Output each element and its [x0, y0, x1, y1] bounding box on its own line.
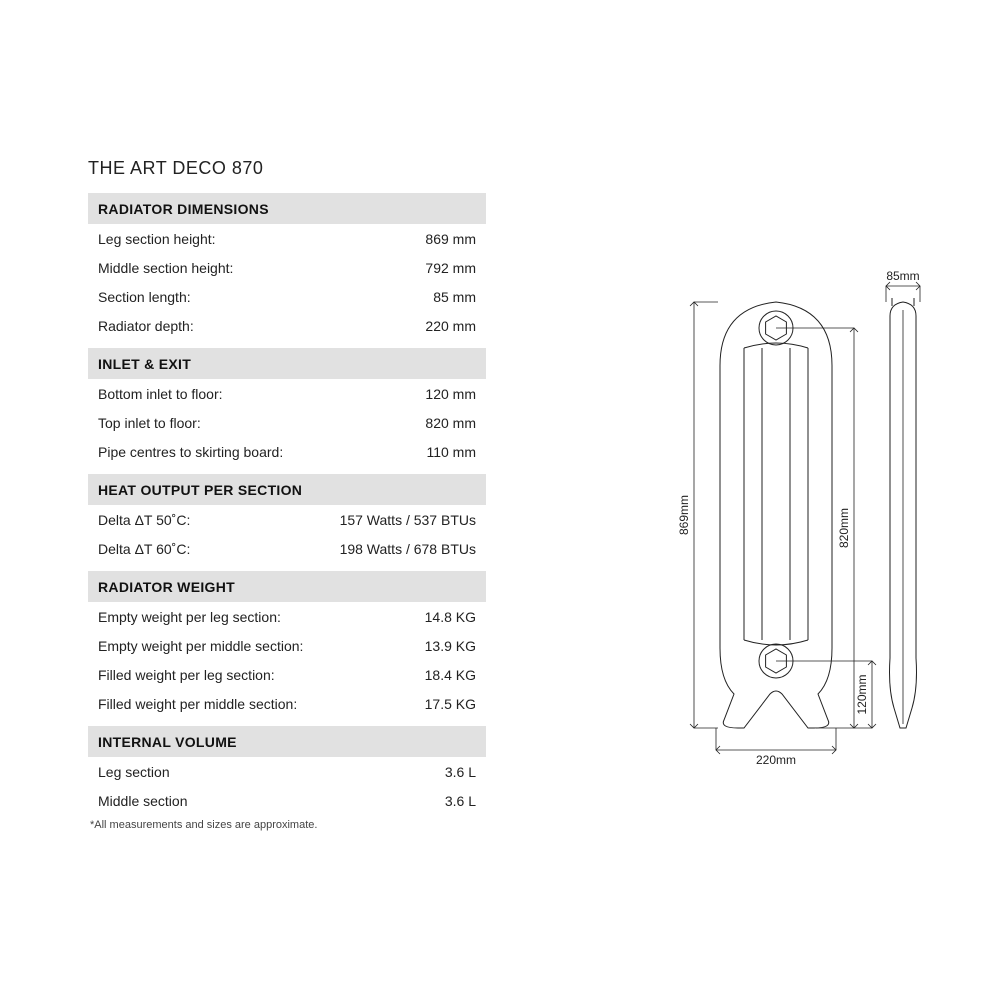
spec-row: Empty weight per leg section:14.8 KG — [88, 602, 486, 631]
spec-value: 3.6 L — [445, 793, 476, 809]
spec-value: 220 mm — [425, 318, 476, 334]
spec-label: Empty weight per leg section: — [98, 609, 425, 625]
spec-label: Radiator depth: — [98, 318, 425, 334]
spec-row: Leg section3.6 L — [88, 757, 486, 786]
svg-text:85mm: 85mm — [886, 269, 919, 283]
spec-value: 14.8 KG — [425, 609, 476, 625]
spec-row: Empty weight per middle section:13.9 KG — [88, 631, 486, 660]
spec-row: Top inlet to floor:820 mm — [88, 408, 486, 437]
spec-label: Delta ΔT 60˚C: — [98, 541, 340, 557]
svg-text:120mm: 120mm — [855, 674, 869, 714]
spec-value: 110 mm — [426, 444, 476, 460]
spec-row: Section length:85 mm — [88, 282, 486, 311]
svg-text:220mm: 220mm — [756, 753, 796, 767]
svg-text:820mm: 820mm — [837, 508, 851, 548]
section-header: INLET & EXIT — [88, 348, 486, 379]
spec-row: Middle section height:792 mm — [88, 253, 486, 282]
page-title: THE ART DECO 870 — [88, 158, 928, 179]
svg-text:869mm: 869mm — [677, 495, 691, 535]
spec-value: 820 mm — [425, 415, 476, 431]
spec-label: Filled weight per leg section: — [98, 667, 425, 683]
spec-label: Leg section — [98, 764, 445, 780]
spec-label: Delta ΔT 50˚C: — [98, 512, 340, 528]
spec-row: Filled weight per leg section:18.4 KG — [88, 660, 486, 689]
section-header: RADIATOR DIMENSIONS — [88, 193, 486, 224]
spec-row: Leg section height:869 mm — [88, 224, 486, 253]
spec-row: Pipe centres to skirting board:110 mm — [88, 437, 486, 466]
spec-label: Pipe centres to skirting board: — [98, 444, 426, 460]
spec-label: Top inlet to floor: — [98, 415, 425, 431]
technical-diagram: 869mm 820mm 120mm 220mm 85mm — [656, 258, 976, 798]
spec-value: 120 mm — [425, 386, 476, 402]
footnote: *All measurements and sizes are approxim… — [88, 815, 486, 831]
spec-label: Bottom inlet to floor: — [98, 386, 425, 402]
section-header: INTERNAL VOLUME — [88, 726, 486, 757]
spec-value: 157 Watts / 537 BTUs — [340, 512, 476, 528]
spec-label: Filled weight per middle section: — [98, 696, 425, 712]
spec-value: 869 mm — [425, 231, 476, 247]
specs-table: RADIATOR DIMENSIONSLeg section height:86… — [88, 193, 486, 831]
spec-value: 18.4 KG — [425, 667, 476, 683]
spec-label: Empty weight per middle section: — [98, 638, 425, 654]
spec-label: Middle section — [98, 793, 445, 809]
spec-value: 13.9 KG — [425, 638, 476, 654]
spec-value: 17.5 KG — [425, 696, 476, 712]
section-header: HEAT OUTPUT PER SECTION — [88, 474, 486, 505]
spec-row: Bottom inlet to floor:120 mm — [88, 379, 486, 408]
spec-value: 3.6 L — [445, 764, 476, 780]
spec-label: Leg section height: — [98, 231, 425, 247]
spec-label: Section length: — [98, 289, 433, 305]
spec-row: Delta ΔT 60˚C:198 Watts / 678 BTUs — [88, 534, 486, 563]
section-header: RADIATOR WEIGHT — [88, 571, 486, 602]
spec-row: Filled weight per middle section:17.5 KG — [88, 689, 486, 718]
spec-row: Middle section3.6 L — [88, 786, 486, 815]
spec-value: 85 mm — [433, 289, 476, 305]
spec-row: Delta ΔT 50˚C:157 Watts / 537 BTUs — [88, 505, 486, 534]
spec-label: Middle section height: — [98, 260, 425, 276]
spec-value: 792 mm — [425, 260, 476, 276]
spec-row: Radiator depth:220 mm — [88, 311, 486, 340]
spec-value: 198 Watts / 678 BTUs — [340, 541, 476, 557]
